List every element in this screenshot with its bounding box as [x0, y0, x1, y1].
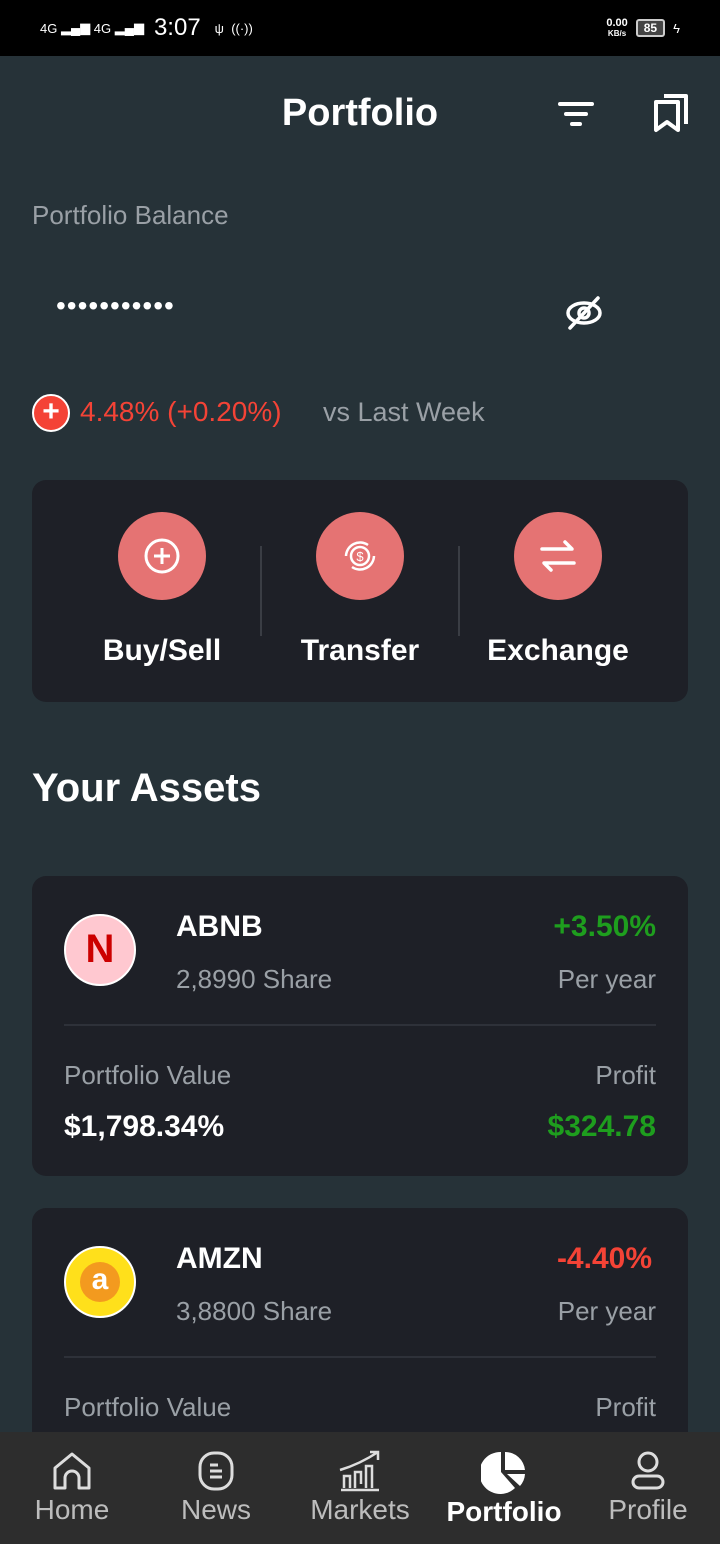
divider — [260, 546, 262, 636]
plus-circle-icon — [144, 538, 180, 574]
exchange-button[interactable]: Exchange — [458, 512, 658, 668]
divider — [64, 1024, 656, 1026]
news-icon — [198, 1451, 234, 1491]
transfer-money-icon: $ — [344, 541, 376, 571]
network-2: 4G — [93, 20, 112, 36]
buy-sell-label: Buy/Sell — [102, 634, 222, 667]
asset-ticker: AMZN — [176, 1242, 263, 1275]
filter-icon[interactable] — [558, 100, 594, 128]
profile-icon — [631, 1451, 665, 1490]
page-title: Portfolio — [281, 92, 439, 134]
battery-indicator: 85 — [635, 19, 666, 37]
balance-change: 4.48% (+0.20%) — [80, 396, 282, 427]
profit-label: Profit — [595, 1392, 656, 1422]
net-speed-unit: KB/s — [607, 28, 627, 38]
asset-period: Per year — [557, 1296, 656, 1326]
net-speed: 0.00 — [606, 16, 628, 29]
portfolio-value: $1,798.34% — [64, 1110, 225, 1143]
nav-profile[interactable]: Profile — [576, 1432, 720, 1544]
balance-compare: vs Last Week — [323, 397, 485, 427]
network-1: 4G — [40, 20, 58, 36]
markets-icon — [339, 1450, 380, 1492]
svg-text:$: $ — [356, 549, 364, 564]
asset-ticker: ABNB — [176, 910, 263, 943]
home-icon — [53, 1452, 91, 1490]
transfer-button[interactable]: $ Transfer — [260, 512, 460, 668]
usb-icon: ψ — [214, 20, 224, 36]
assets-title: Your Assets — [32, 766, 261, 810]
transfer-label: Transfer — [300, 634, 420, 667]
actions-card: Buy/Sell $ Transfer Exchange — [32, 480, 688, 702]
asset-shares: 2,8990 Share — [176, 964, 333, 994]
pie-chart-icon — [481, 1451, 525, 1494]
status-bar: 4G ▂▄▆ 4G ▂▄▆ 3:07 ψ ((·)) 0.00 KB/s 85 ϟ — [0, 0, 720, 56]
nav-profile-label: Profile — [608, 1494, 688, 1525]
eye-off-icon[interactable] — [564, 294, 604, 332]
balance-value: ••••••••••• — [56, 290, 175, 321]
plus-icon: + — [32, 394, 70, 432]
charging-icon: ϟ — [673, 20, 680, 36]
netflix-logo: N — [64, 914, 136, 986]
asset-change: +3.50% — [553, 910, 656, 943]
bottom-nav: Home News Markets Portfolio Profile — [0, 1432, 720, 1544]
nav-news-label: News — [180, 1494, 251, 1525]
asset-card-abnb[interactable]: N ABNB 2,8990 Share +3.50% Per year Port… — [32, 876, 688, 1176]
hotspot-icon: ((·)) — [231, 20, 253, 36]
divider — [458, 546, 460, 636]
asset-shares: 3,8800 Share — [176, 1296, 333, 1326]
profit-label: Profit — [595, 1060, 656, 1090]
nav-home-label: Home — [34, 1494, 110, 1525]
app-header: Portfolio — [0, 56, 720, 172]
asset-change: -4.40% — [556, 1242, 652, 1275]
nav-portfolio[interactable]: Portfolio — [432, 1432, 576, 1544]
nav-portfolio-label: Portfolio — [446, 1496, 562, 1527]
clock: 3:07 — [153, 14, 201, 41]
asset-period: Per year — [557, 964, 656, 994]
buy-sell-button[interactable]: Buy/Sell — [62, 512, 262, 668]
amazon-logo: a — [64, 1246, 136, 1318]
value-label: Portfolio Value — [64, 1060, 232, 1090]
bookmarks-icon[interactable] — [652, 92, 690, 134]
nav-news[interactable]: News — [144, 1432, 288, 1544]
balance-label: Portfolio Balance — [32, 200, 229, 230]
swap-arrows-icon — [540, 540, 576, 572]
divider — [64, 1356, 656, 1358]
nav-markets-label: Markets — [310, 1494, 410, 1525]
value-label: Portfolio Value — [64, 1392, 232, 1422]
nav-home[interactable]: Home — [0, 1432, 144, 1544]
exchange-label: Exchange — [487, 634, 629, 667]
profit-value: $324.78 — [547, 1110, 656, 1143]
nav-markets[interactable]: Markets — [288, 1432, 432, 1544]
